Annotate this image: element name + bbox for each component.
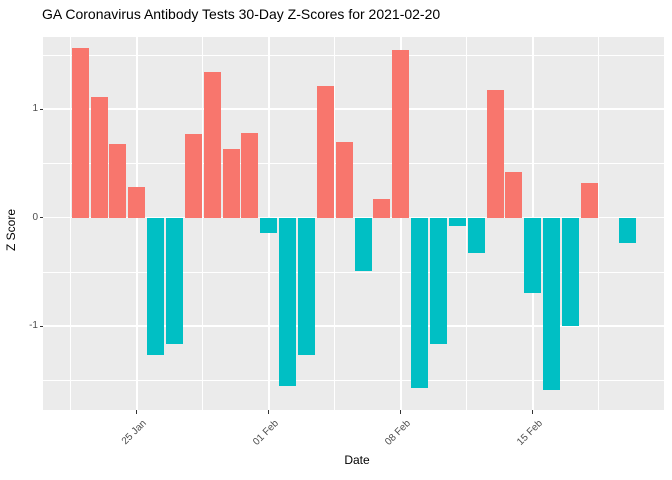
bar-2021-01-30	[222, 149, 240, 218]
y-tick-label: 0	[32, 211, 38, 223]
v-gridline-minor	[334, 37, 336, 410]
h-gridline-major	[43, 108, 666, 110]
v-gridline-minor	[466, 37, 468, 410]
bar-2021-02-17	[562, 217, 580, 327]
bar-2021-02-02	[279, 217, 297, 386]
x-tick-mark	[532, 410, 534, 414]
bar-2021-02-12	[467, 217, 485, 254]
bar-2021-01-27	[166, 217, 183, 344]
y-tick-mark	[39, 108, 43, 110]
x-tick-mark	[136, 410, 138, 414]
bar-2021-02-05	[335, 141, 353, 218]
bar-2021-01-25	[128, 187, 146, 218]
y-tick-label: 1	[32, 103, 38, 115]
h-gridline-minor	[43, 380, 666, 381]
y-axis-title: Z Score	[4, 209, 18, 252]
bar-2021-02-08	[392, 49, 410, 218]
x-axis-title-text: Date	[344, 453, 370, 467]
x-tick-label: 25 Jan	[119, 418, 149, 448]
bar-2021-01-23	[90, 97, 108, 218]
y-tick-label: -1	[29, 320, 38, 332]
bar-2021-01-28	[184, 134, 202, 218]
bar-2021-02-03	[298, 217, 316, 356]
bar-2021-02-04	[316, 86, 334, 218]
bar-2021-02-15	[524, 217, 542, 293]
bar-2021-02-01	[260, 217, 278, 233]
v-gridline-major	[136, 37, 138, 410]
bar-2021-01-26	[147, 217, 165, 356]
chart-title: GA Coronavirus Antibody Tests 30-Day Z-S…	[42, 6, 441, 22]
bar-2021-02-14	[505, 172, 523, 218]
h-gridline-minor	[43, 271, 666, 273]
bar-2021-02-06	[354, 217, 372, 271]
h-gridline-minor	[43, 54, 666, 56]
x-tick-label: 08 Feb	[382, 418, 413, 448]
v-gridline-minor	[70, 37, 72, 410]
x-tick-mark	[268, 410, 270, 414]
bar-2021-01-22	[71, 48, 89, 218]
bar-2021-02-13	[486, 89, 504, 218]
bar-2021-02-07	[373, 199, 391, 218]
v-gridline-major	[400, 37, 402, 410]
x-axis-title: Date	[0, 453, 672, 467]
bar-2021-02-11	[448, 217, 466, 227]
x-tick-label: 15 Feb	[514, 418, 545, 448]
bar-2021-01-31	[241, 133, 259, 218]
bar-2021-02-09	[411, 217, 429, 389]
h-gridline-minor	[43, 163, 666, 164]
v-gridline-minor	[598, 37, 600, 410]
v-gridline-major	[664, 37, 666, 410]
h-gridline-major	[43, 216, 666, 219]
bar-2021-02-10	[430, 217, 448, 344]
h-gridline-major	[43, 325, 666, 327]
plot-panel	[43, 37, 666, 410]
y-tick-mark	[39, 325, 43, 327]
bar-2021-01-29	[203, 72, 221, 218]
bar-2021-02-16	[543, 217, 561, 391]
bar-2021-02-18	[580, 182, 598, 218]
v-gridline-minor	[202, 37, 204, 410]
y-tick-mark	[39, 217, 43, 219]
bar-2021-01-24	[109, 143, 127, 218]
bar-2021-02-20	[618, 217, 636, 243]
x-tick-mark	[400, 410, 402, 414]
x-tick-label: 01 Feb	[250, 418, 281, 448]
